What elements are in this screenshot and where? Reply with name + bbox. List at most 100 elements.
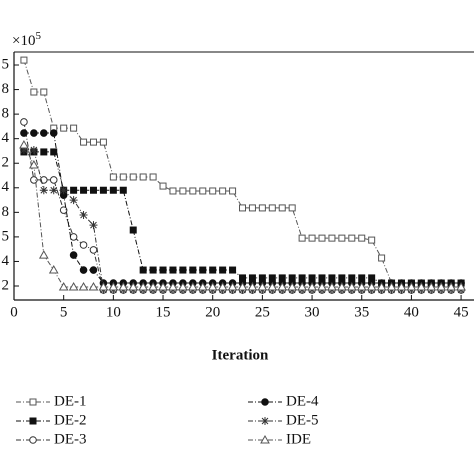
data-point bbox=[288, 204, 296, 212]
data-point bbox=[396, 281, 407, 291]
legend-marker bbox=[29, 417, 37, 425]
data-point bbox=[129, 173, 137, 181]
series-line bbox=[23, 59, 462, 284]
data-point bbox=[197, 281, 208, 291]
data-point bbox=[49, 176, 58, 184]
data-point bbox=[247, 281, 258, 291]
data-point bbox=[20, 56, 28, 64]
data-point bbox=[209, 187, 217, 195]
data-point bbox=[60, 124, 68, 132]
series-line bbox=[23, 149, 462, 291]
data-point bbox=[298, 234, 306, 242]
data-point bbox=[89, 186, 97, 194]
data-point bbox=[89, 221, 98, 230]
data-point bbox=[278, 204, 286, 212]
data-point bbox=[348, 234, 356, 242]
data-point bbox=[267, 281, 278, 291]
data-point bbox=[149, 266, 157, 274]
data-point bbox=[20, 129, 28, 137]
data-point bbox=[59, 186, 68, 195]
y-tick-label: 5 bbox=[2, 228, 10, 244]
data-point bbox=[287, 281, 298, 291]
data-point bbox=[178, 281, 188, 291]
data-point bbox=[40, 129, 48, 137]
data-point bbox=[189, 187, 197, 195]
data-point bbox=[416, 281, 427, 291]
data-point bbox=[40, 148, 48, 156]
data-point bbox=[50, 148, 58, 156]
data-point bbox=[187, 281, 198, 291]
series-line bbox=[23, 151, 462, 284]
data-point bbox=[426, 281, 437, 291]
data-point bbox=[239, 204, 247, 212]
y-multiplier-base: ×10 bbox=[12, 33, 35, 49]
y-tick-label: 5 bbox=[2, 56, 10, 72]
data-point bbox=[217, 281, 228, 291]
data-point bbox=[308, 234, 316, 242]
data-point bbox=[109, 173, 117, 181]
data-point bbox=[456, 281, 466, 291]
data-point bbox=[229, 266, 237, 274]
data-point bbox=[406, 281, 417, 291]
data-point bbox=[39, 186, 48, 195]
y-tick-label: 4 bbox=[2, 179, 10, 195]
data-point bbox=[227, 281, 238, 291]
data-point bbox=[297, 281, 307, 291]
legend-label: DE-2 bbox=[54, 412, 87, 428]
data-point bbox=[189, 266, 197, 274]
y-tick-label: 2 bbox=[2, 277, 10, 293]
data-point bbox=[70, 186, 78, 194]
y-tick-label: 8 bbox=[2, 81, 10, 97]
x-tick-label: 30 bbox=[305, 304, 320, 320]
data-point bbox=[29, 145, 38, 154]
y-multiplier-exp: 5 bbox=[35, 30, 41, 42]
legend-marker bbox=[261, 417, 269, 425]
data-point bbox=[139, 173, 147, 181]
data-point bbox=[49, 129, 58, 137]
data-point bbox=[209, 266, 217, 274]
data-point bbox=[79, 266, 88, 274]
data-point bbox=[219, 266, 227, 274]
y-tick-label: 8 bbox=[2, 106, 10, 122]
data-point bbox=[386, 281, 397, 291]
data-point bbox=[366, 281, 377, 291]
data-point bbox=[20, 118, 28, 126]
data-point bbox=[159, 182, 167, 190]
data-point bbox=[268, 204, 276, 212]
data-point bbox=[338, 234, 346, 242]
data-point bbox=[79, 211, 88, 220]
x-tick-label: 35 bbox=[354, 304, 369, 320]
data-point bbox=[179, 266, 187, 274]
data-point bbox=[128, 281, 139, 291]
data-point bbox=[436, 281, 447, 291]
data-point bbox=[149, 173, 157, 181]
data-point bbox=[219, 187, 227, 195]
data-point bbox=[148, 281, 158, 291]
data-point bbox=[307, 281, 317, 291]
x-axis-label: Iteration bbox=[212, 347, 269, 363]
data-point bbox=[318, 234, 326, 242]
data-point bbox=[70, 124, 78, 132]
data-point bbox=[30, 129, 38, 137]
data-point bbox=[98, 281, 109, 291]
data-point bbox=[69, 251, 78, 259]
data-point bbox=[237, 281, 248, 291]
legend-label: DE-5 bbox=[286, 412, 319, 428]
data-point bbox=[59, 206, 68, 214]
y-multiplier: ×105 bbox=[12, 30, 41, 50]
data-point bbox=[139, 266, 147, 274]
x-tick-label: 45 bbox=[454, 304, 469, 320]
data-point bbox=[89, 246, 98, 254]
legend-marker bbox=[29, 398, 37, 406]
y-tick-label: 4 bbox=[2, 253, 10, 269]
data-point bbox=[30, 88, 38, 96]
data-point bbox=[277, 281, 288, 291]
data-point bbox=[80, 138, 88, 146]
data-point bbox=[169, 266, 177, 274]
data-point bbox=[108, 281, 119, 291]
data-point bbox=[257, 281, 268, 291]
y-tick-label: 8 bbox=[2, 204, 10, 220]
data-point bbox=[40, 88, 48, 96]
data-point bbox=[248, 204, 256, 212]
